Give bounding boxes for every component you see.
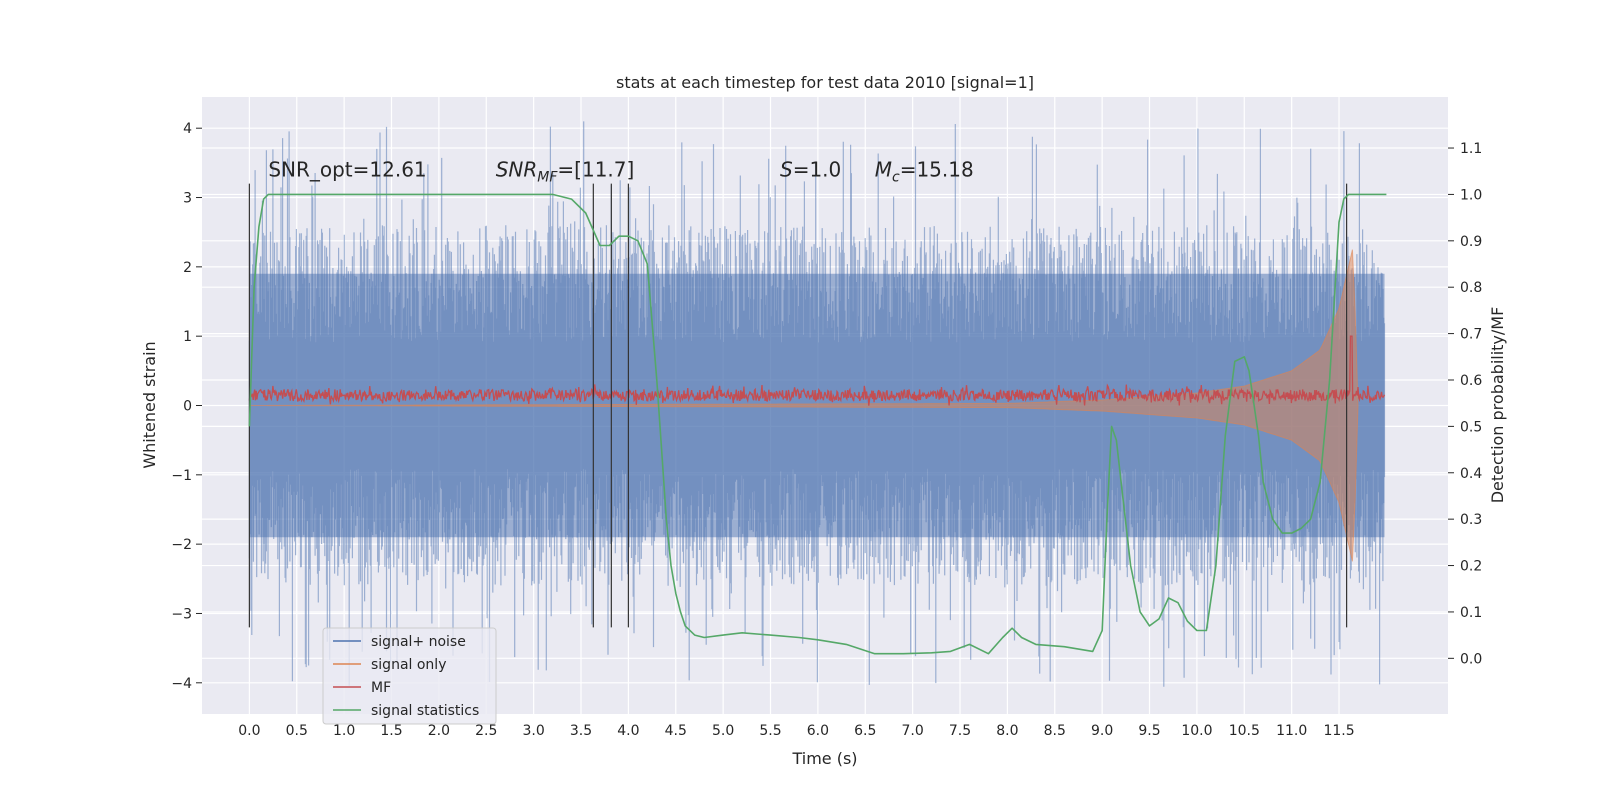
x-tick-label-17: 8.5: [1044, 723, 1066, 739]
x-tick-label-13: 6.5: [854, 723, 876, 739]
annotation-1: SNRMF=[11.7]: [496, 158, 635, 186]
y2-tick-label-6: 0.6: [1460, 373, 1482, 389]
annotation-2: S=1.0: [780, 158, 841, 182]
y2-tick-label-10: 1.0: [1460, 187, 1482, 203]
x-tick-label-19: 9.5: [1138, 723, 1160, 739]
x-tick-label-23: 11.5: [1323, 723, 1354, 739]
mf-series: [248, 335, 1386, 406]
x-tick-label-22: 11.0: [1276, 723, 1307, 739]
legend-label-signal-noise: signal+ noise: [371, 634, 466, 650]
x-tick-label-16: 8.0: [996, 723, 1018, 739]
y2-tick-label-9: 0.9: [1460, 234, 1482, 250]
y-tick-label-3: −1: [171, 468, 192, 484]
chart-title: stats at each timestep for test data 201…: [616, 73, 1034, 92]
x-tick-label-7: 3.5: [570, 723, 592, 739]
x-tick-label-9: 4.5: [665, 723, 687, 739]
legend-label-signal-only: signal only: [371, 657, 446, 673]
y2-tick-label-1: 0.1: [1460, 605, 1482, 621]
y2-axis-ticks: 0.0 0.1 0.2 0.3 0.4 0.5 0.6 0.7 0.8 0.9 1.0 1.1: [1448, 141, 1482, 667]
y-tick-label-7: 3: [183, 191, 192, 207]
y2-tick-label-3: 0.3: [1460, 512, 1482, 528]
x-tick-label-0: 0.0: [238, 723, 260, 739]
y2-axis-label: Detection probability/MF: [1488, 307, 1507, 504]
x-tick-label-12: 6.0: [807, 723, 829, 739]
legend-label-signal-statistics: signal statistics: [371, 703, 479, 719]
y2-tick-label-8: 0.8: [1460, 280, 1482, 296]
x-tick-label-11: 5.5: [759, 723, 781, 739]
x-tick-label-15: 7.5: [949, 723, 971, 739]
y-tick-label-6: 2: [183, 260, 192, 276]
y2-tick-label-5: 0.5: [1460, 419, 1482, 435]
x-tick-label-4: 2.0: [428, 723, 450, 739]
y-tick-label-5: 1: [183, 329, 192, 345]
x-axis-ticks: 0.0 0.5 1.0 1.5 2.0 2.5 3.0 3.5 4.0 4.5 5.0 5.5 6.0 6…: [238, 723, 1354, 739]
x-axis-label: Time (s): [791, 749, 857, 768]
y2-tick-label-4: 0.4: [1460, 466, 1482, 482]
y-tick-label-0: −4: [171, 676, 192, 692]
annotation-0: SNR_opt=12.61: [268, 158, 426, 182]
x-tick-label-14: 7.0: [902, 723, 924, 739]
x-tick-label-18: 9.0: [1091, 723, 1113, 739]
legend: signal+ noise signal only MF signal stat…: [322, 627, 497, 725]
y-tick-label-2: −2: [171, 537, 192, 553]
y-tick-label-4: 0: [183, 399, 192, 415]
x-tick-label-1: 0.5: [286, 723, 308, 739]
x-tick-label-20: 10.0: [1181, 723, 1212, 739]
legend-box: [322, 627, 497, 725]
annotations: SNR_opt=12.61 SNRMF=[11.7] S=1.0 Mc=15.18: [268, 158, 973, 186]
signal-statistics-line: [248, 193, 1387, 655]
y-tick-label-8: 4: [183, 121, 192, 137]
y2-tick-label-0: 0.0: [1460, 651, 1482, 667]
y2-tick-label-7: 0.7: [1460, 327, 1482, 343]
y-axis-label: Whitened strain: [140, 341, 159, 468]
y-tick-label-1: −3: [171, 606, 192, 622]
y2-tick-label-11: 1.1: [1460, 141, 1482, 157]
x-tick-label-2: 1.0: [333, 723, 355, 739]
x-tick-label-21: 10.5: [1229, 723, 1260, 739]
signal-statistics-series: [248, 193, 1387, 655]
x-tick-label-10: 5.0: [712, 723, 734, 739]
x-tick-label-5: 2.5: [475, 723, 497, 739]
signal-only-series: [249, 249, 1359, 562]
annotation-3: Mc=15.18: [875, 158, 974, 186]
signal-only-line: [249, 249, 1359, 562]
x-tick-label-3: 1.5: [380, 723, 402, 739]
y-axis-ticks: −4 −3 −2 −1 0 1 2 3 4: [171, 121, 202, 692]
mf-line: [248, 335, 1386, 406]
y2-tick-label-2: 0.2: [1460, 559, 1482, 575]
legend-label-mf: MF: [371, 680, 391, 696]
x-tick-label-6: 3.0: [523, 723, 545, 739]
x-tick-label-8: 4.0: [617, 723, 639, 739]
